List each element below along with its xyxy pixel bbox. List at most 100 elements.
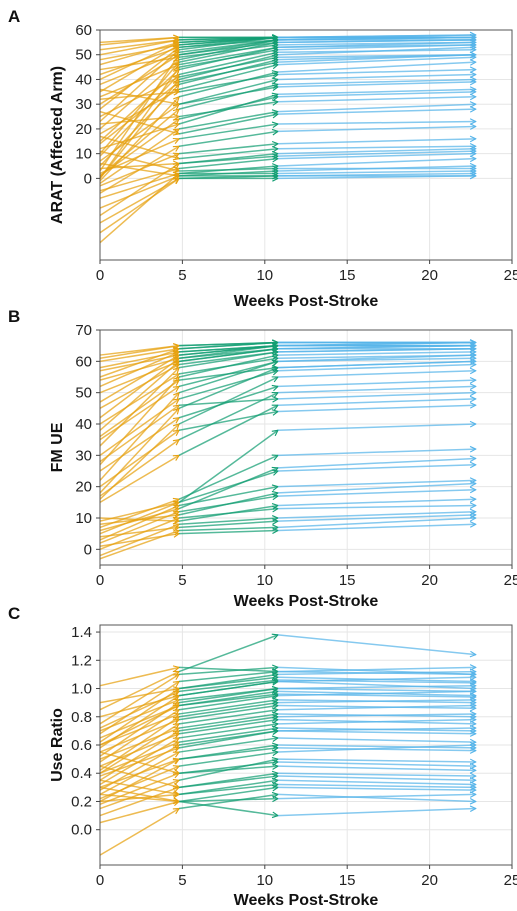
trajectory-segment bbox=[99, 110, 179, 134]
trajectory-segment bbox=[178, 780, 278, 796]
trajectory-segment bbox=[277, 730, 476, 734]
y-tick-label: 1.2 bbox=[71, 652, 92, 669]
trajectory-segment bbox=[178, 468, 278, 510]
x-tick-label: 15 bbox=[339, 572, 356, 589]
trajectory-segment bbox=[99, 705, 179, 739]
trajectory-segment bbox=[178, 377, 278, 425]
trajectory-segment bbox=[178, 361, 278, 394]
trajectory-segment bbox=[178, 738, 278, 753]
trajectory-segment bbox=[178, 65, 278, 91]
trajectory-segment bbox=[179, 40, 278, 54]
trajectory-segment bbox=[99, 176, 179, 209]
trajectory-segment bbox=[178, 455, 278, 500]
trajectory-segment bbox=[99, 40, 179, 56]
x-axis-title: Weeks Post-Stroke bbox=[234, 593, 379, 610]
trajectory-segment bbox=[277, 512, 476, 519]
trajectory-segment bbox=[178, 794, 278, 810]
x-tick-label: 20 bbox=[421, 572, 438, 589]
trajectory-segment bbox=[99, 786, 179, 801]
trajectory-segment bbox=[277, 149, 476, 155]
y-tick-label: 70 bbox=[75, 322, 92, 339]
trajectory-segment bbox=[277, 676, 476, 681]
trajectory-segment bbox=[179, 672, 278, 683]
trajectory-segment bbox=[99, 150, 179, 171]
trajectory-segment bbox=[178, 75, 278, 93]
series-trajectory bbox=[99, 109, 476, 134]
trajectory-segment bbox=[179, 799, 278, 803]
trajectory-segment bbox=[99, 801, 179, 824]
trajectory-segment bbox=[178, 710, 278, 725]
trajectory-segment bbox=[277, 680, 476, 688]
series-trajectory bbox=[99, 515, 476, 538]
trajectory-segment bbox=[99, 37, 179, 44]
y-tick-label: 40 bbox=[75, 416, 92, 433]
x-tick-label: 15 bbox=[339, 872, 356, 889]
series-trajectory bbox=[99, 349, 476, 381]
x-axis-title: Weeks Post-Stroke bbox=[234, 293, 379, 310]
trajectory-segment bbox=[178, 47, 278, 71]
trajectory-segment bbox=[178, 717, 278, 732]
y-tick-label: 30 bbox=[75, 447, 92, 464]
trajectory-segment bbox=[178, 368, 278, 410]
series-trajectory bbox=[99, 780, 476, 803]
trajectory-segment bbox=[179, 352, 278, 366]
trajectory-segment bbox=[99, 374, 179, 425]
y-tick-label: 0 bbox=[84, 541, 92, 558]
trajectory-segment bbox=[277, 480, 476, 488]
y-tick-label: 60 bbox=[75, 22, 92, 39]
trajectory-segment bbox=[99, 393, 179, 481]
series-trajectory bbox=[99, 55, 476, 145]
x-tick-label: 20 bbox=[421, 872, 438, 889]
trajectory-segment bbox=[99, 52, 179, 86]
trajectory-segment bbox=[277, 364, 476, 372]
trajectory-segment bbox=[178, 731, 278, 749]
trajectory-segment bbox=[178, 696, 278, 711]
series-trajectory bbox=[99, 786, 476, 803]
trajectory-segment bbox=[99, 109, 179, 177]
trajectory-segment bbox=[277, 154, 476, 160]
trajectory-segment bbox=[277, 747, 476, 751]
trajectory-segment bbox=[277, 679, 476, 683]
series-trajectory bbox=[99, 40, 476, 76]
trajectory-segment bbox=[277, 79, 476, 86]
trajectory-segment bbox=[178, 404, 278, 457]
x-tick-label: 10 bbox=[256, 872, 273, 889]
panel-b: B 0 5 10 15 20 25 0 10 20 30 40 50 60 70 Weeks Post-Str… bbox=[8, 307, 517, 610]
trajectory-segment bbox=[99, 368, 179, 447]
trajectory-segment bbox=[277, 393, 476, 400]
trajectory-segment bbox=[277, 786, 476, 790]
trajectory-segment bbox=[99, 773, 179, 805]
trajectory-segment bbox=[178, 724, 278, 739]
trajectory-segment bbox=[277, 55, 476, 57]
trajectory-segment bbox=[179, 343, 278, 347]
trajectory-segment bbox=[277, 151, 476, 157]
series-trajectory bbox=[99, 364, 476, 456]
y-tick-label: 10 bbox=[75, 146, 92, 163]
trajectory-segment bbox=[178, 703, 278, 718]
trajectory-segment bbox=[277, 50, 476, 52]
trajectory-segment bbox=[99, 88, 179, 135]
series-trajectory bbox=[99, 689, 476, 732]
trajectory-segment bbox=[277, 97, 476, 103]
plot-frame bbox=[99, 329, 513, 566]
trajectory-segment bbox=[99, 674, 179, 725]
trajectory-segment bbox=[277, 89, 476, 96]
trajectory-segment bbox=[277, 386, 476, 394]
trajectory-segment bbox=[99, 164, 179, 217]
y-tick-label: 0.6 bbox=[71, 737, 92, 754]
series-trajectory bbox=[99, 126, 476, 194]
trajectory-segment bbox=[277, 693, 476, 697]
trajectory-segment bbox=[277, 783, 476, 788]
y-tick-label: 0.8 bbox=[71, 709, 92, 726]
trajectory-segment bbox=[178, 430, 278, 503]
trajectory-segment bbox=[178, 97, 278, 120]
series-trajectory bbox=[99, 57, 476, 135]
trajectory-segment bbox=[277, 159, 476, 167]
panel-c: C 0 5 10 15 20 25 0.0 0.2 0.4 0.6 0.8 1.0 1.2 1.4 Weeks… bbox=[8, 604, 517, 909]
trajectory-segment bbox=[277, 765, 476, 770]
trajectory-segment bbox=[277, 775, 476, 780]
series-trajectory bbox=[99, 693, 476, 746]
series-trajectory bbox=[99, 714, 476, 760]
trajectory-segment bbox=[277, 424, 476, 432]
trajectory-segment bbox=[99, 346, 179, 356]
